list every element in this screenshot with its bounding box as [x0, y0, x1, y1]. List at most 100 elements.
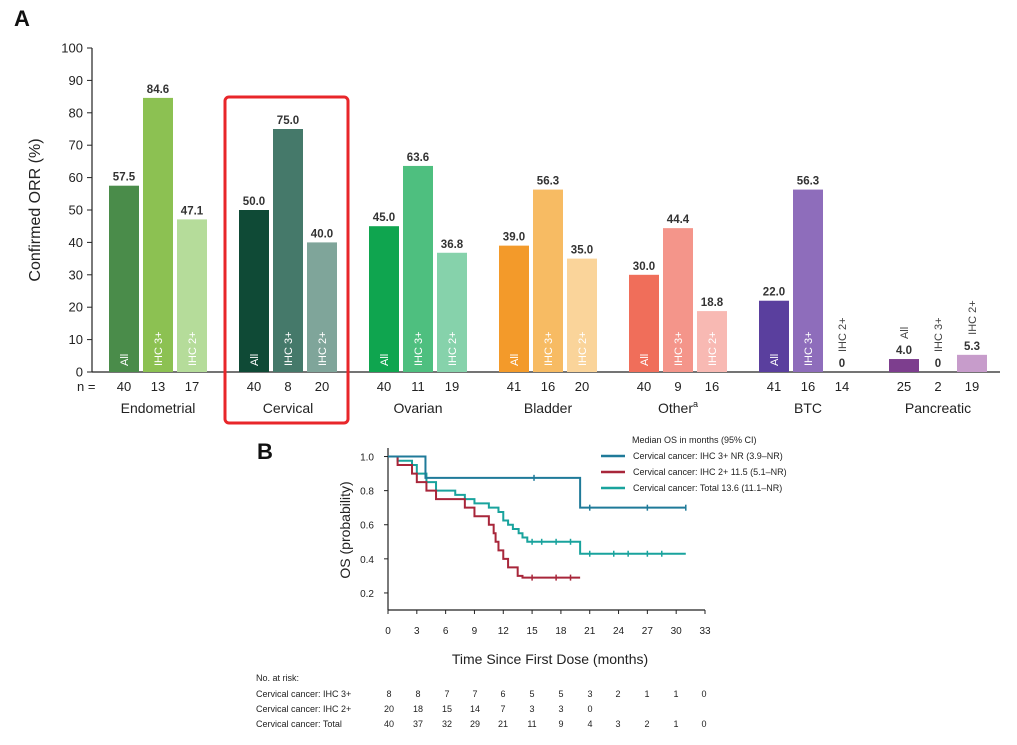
y-tick-label: 0.8 — [360, 487, 374, 498]
bar-n-label: 2 — [934, 379, 941, 394]
bar — [273, 129, 303, 372]
risk-cell: 40 — [384, 719, 394, 729]
bar — [567, 258, 597, 372]
bar-n-label: 16 — [801, 379, 815, 394]
risk-cell: 3 — [558, 704, 563, 714]
panel-a-bars: 57.5 All 40 84.6 IHC 3+ 13 47.1 IHC 2+ 17 Endomet… — [109, 84, 987, 425]
x-tick-label: 24 — [613, 626, 625, 637]
bar-category-label: All — [509, 354, 521, 366]
bar-category-label: IHC 3+ — [543, 331, 555, 366]
bar-category-label: IHC 2+ — [967, 300, 979, 335]
bar-group-other: 30.0 All 40 44.4 IHC 3+ 9 18.8 IHC 2+ 16 Othera — [629, 214, 727, 416]
y-tick-label: 50 — [69, 203, 83, 218]
panel-b-survival-chart: B OS (probability) Time Since First Dose… — [256, 435, 787, 729]
bar — [957, 354, 987, 372]
bar-n-label: 40 — [637, 379, 651, 394]
risk-cell: 5 — [529, 689, 534, 699]
bar — [109, 185, 139, 372]
x-tick-label: 9 — [472, 626, 478, 637]
bar-value-label: 5.3 — [964, 341, 980, 353]
x-tick-label: 30 — [671, 626, 683, 637]
bar — [143, 97, 173, 373]
bar-value-label: 45.0 — [373, 212, 395, 224]
bar-n-label: 40 — [117, 379, 131, 394]
risk-cell: 18 — [413, 704, 423, 714]
bar — [759, 300, 789, 372]
group-label: BTC — [794, 400, 822, 416]
bar-n-label: 16 — [541, 379, 555, 394]
risk-cell: 20 — [384, 704, 394, 714]
bar — [793, 189, 823, 372]
x-tick-label: 18 — [555, 626, 567, 637]
legend-entry: Cervical cancer: Total 13.6 (11.1–NR) — [633, 483, 782, 493]
risk-cell: 1 — [673, 689, 678, 699]
bar-value-label: 56.3 — [797, 176, 819, 188]
risk-cell: 7 — [500, 704, 505, 714]
bar-category-label: IHC 3+ — [933, 317, 945, 352]
group-label: Pancreatic — [905, 400, 971, 416]
group-label: Ovarian — [393, 400, 442, 416]
risk-cell: 8 — [415, 689, 420, 699]
bar-n-label: 20 — [575, 379, 589, 394]
risk-cell: 0 — [587, 704, 592, 714]
bar-category-label: IHC 2+ — [577, 331, 589, 366]
y-tick-label: 70 — [69, 138, 83, 153]
bar-category-label: IHC 3+ — [803, 331, 815, 366]
risk-cell: 1 — [644, 689, 649, 699]
bar-n-label: 11 — [411, 379, 425, 394]
bar-n-label: 40 — [247, 379, 261, 394]
risk-cell: 2 — [615, 689, 620, 699]
legend-entry: Cervical cancer: IHC 3+ NR (3.9–NR) — [633, 451, 783, 461]
bar-n-label: 8 — [284, 379, 291, 394]
risk-cell: 9 — [558, 719, 563, 729]
risk-cell: 15 — [442, 704, 452, 714]
bar-value-label: 18.8 — [701, 297, 724, 309]
x-tick-label: 12 — [498, 626, 510, 637]
legend-entry: Cervical cancer: IHC 2+ 11.5 (5.1–NR) — [633, 467, 787, 477]
bar-n-label: 41 — [507, 379, 521, 394]
bar-category-label: IHC 2+ — [447, 331, 459, 366]
y-tick-label: 90 — [69, 73, 83, 88]
bar-group-pancreatic: 4.0 All 25 0 IHC 3+ 2 5.3 IHC 2+ 19 Pancreatic — [889, 300, 987, 416]
risk-cell: 21 — [498, 719, 508, 729]
bar — [629, 274, 659, 372]
bar-value-label: 75.0 — [277, 115, 299, 127]
y-tick-label: 60 — [69, 170, 83, 185]
risk-cell: 5 — [558, 689, 563, 699]
y-tick-label: 1.0 — [360, 453, 374, 464]
y-tick-label: 40 — [69, 235, 83, 250]
bar-n-label: 41 — [767, 379, 781, 394]
bar-category-label: IHC 2+ — [837, 317, 849, 352]
bar-category-label: All — [379, 354, 391, 366]
bar-value-label: 50.0 — [243, 196, 265, 208]
panel-b-letter: B — [257, 439, 273, 464]
bar-value-label: 36.8 — [441, 239, 464, 251]
risk-cell: 0 — [701, 719, 706, 729]
bar-category-label: All — [639, 354, 651, 366]
bar-category-label: IHC 3+ — [153, 331, 165, 366]
risk-cell: 7 — [444, 689, 449, 699]
bar-category-label: IHC 2+ — [707, 331, 719, 366]
x-tick-label: 27 — [642, 626, 654, 637]
bar-value-label: 44.4 — [667, 214, 690, 226]
n-label: n = — [77, 379, 95, 394]
panel-a-letter: A — [14, 6, 30, 31]
bar-category-label: All — [119, 354, 131, 366]
risk-row-label: Cervical cancer: IHC 3+ — [256, 689, 351, 699]
bar-value-label: 47.1 — [181, 205, 204, 217]
panel-b-legend: Median OS in months (95% CI) Cervical ca… — [601, 435, 787, 493]
risk-cell: 32 — [442, 719, 452, 729]
bar — [437, 252, 467, 372]
risk-cell: 29 — [470, 719, 480, 729]
bar-value-label: 84.6 — [147, 84, 169, 96]
risk-cell: 1 — [673, 719, 678, 729]
bar-n-label: 20 — [315, 379, 329, 394]
x-tick-label: 33 — [699, 626, 711, 637]
bar-n-label: 19 — [965, 379, 979, 394]
bar-n-label: 25 — [897, 379, 911, 394]
risk-cell: 3 — [529, 704, 534, 714]
risk-table-title: No. at risk: — [256, 673, 299, 683]
